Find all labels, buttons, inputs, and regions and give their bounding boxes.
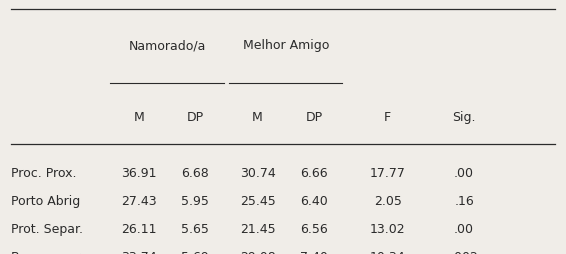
Text: .00: .00 — [454, 166, 474, 179]
Text: Base segura: Base segura — [11, 250, 89, 254]
Text: 36.91: 36.91 — [121, 166, 156, 179]
Text: 29.08: 29.08 — [239, 250, 276, 254]
Text: 13.02: 13.02 — [370, 222, 405, 235]
Text: 6.40: 6.40 — [300, 194, 328, 207]
Text: .00: .00 — [454, 222, 474, 235]
Text: M: M — [134, 110, 144, 123]
Text: 5.65: 5.65 — [181, 222, 209, 235]
Text: 6.66: 6.66 — [301, 166, 328, 179]
Text: 27.43: 27.43 — [121, 194, 156, 207]
Text: 21.45: 21.45 — [240, 222, 275, 235]
Text: 10.34: 10.34 — [370, 250, 405, 254]
Text: Prot. Separ.: Prot. Separ. — [11, 222, 83, 235]
Text: DP: DP — [306, 110, 323, 123]
Text: .16: .16 — [454, 194, 474, 207]
Text: Melhor Amigo: Melhor Amigo — [243, 39, 329, 52]
Text: 5.95: 5.95 — [181, 194, 209, 207]
Text: F: F — [384, 110, 391, 123]
Text: 25.45: 25.45 — [239, 194, 276, 207]
Text: 7.40: 7.40 — [300, 250, 328, 254]
Text: 30.74: 30.74 — [239, 166, 276, 179]
Text: 5.69: 5.69 — [181, 250, 209, 254]
Text: 26.11: 26.11 — [121, 222, 156, 235]
Text: .002: .002 — [450, 250, 478, 254]
Text: 33.74: 33.74 — [121, 250, 156, 254]
Text: Porto Abrig: Porto Abrig — [11, 194, 80, 207]
Text: 6.68: 6.68 — [181, 166, 209, 179]
Text: DP: DP — [187, 110, 204, 123]
Text: Namorado/a: Namorado/a — [128, 39, 205, 52]
Text: 6.56: 6.56 — [300, 222, 328, 235]
Text: Sig.: Sig. — [452, 110, 476, 123]
Text: M: M — [252, 110, 263, 123]
Text: 17.77: 17.77 — [370, 166, 406, 179]
Text: Proc. Prox.: Proc. Prox. — [11, 166, 77, 179]
Text: 2.05: 2.05 — [374, 194, 402, 207]
